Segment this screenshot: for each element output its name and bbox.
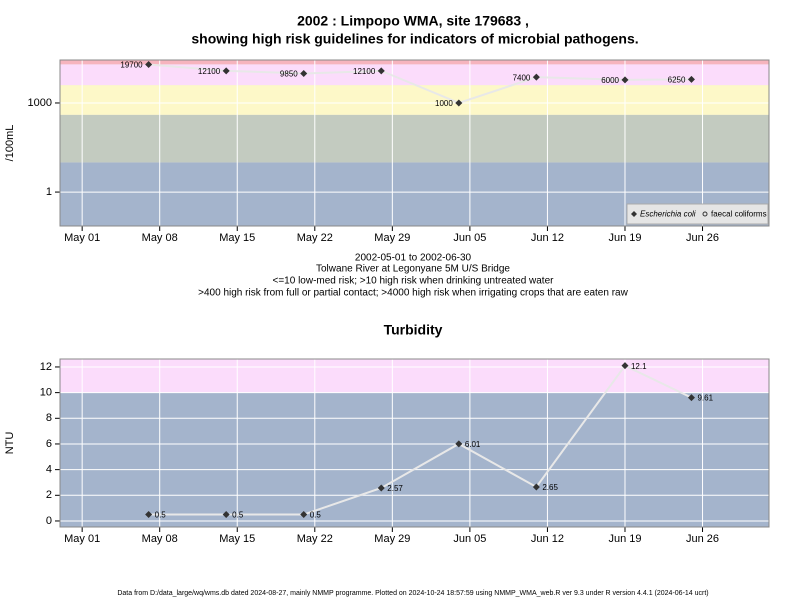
data-label: 19700: [120, 61, 143, 70]
y-tick-label: 1: [46, 186, 52, 198]
y-tick-label: 2: [46, 489, 52, 501]
risk-band: [60, 114, 769, 163]
data-label: 12100: [198, 67, 221, 76]
x-tick-label: May 22: [297, 232, 333, 244]
x-tick-label: May 29: [374, 232, 410, 244]
data-point: [687, 75, 695, 83]
x-tick-label: Jun 19: [608, 533, 641, 545]
y-axis-label: /100mL: [4, 125, 16, 162]
x-tick-label: May 15: [219, 232, 255, 244]
x-tick-label: May 22: [297, 533, 333, 545]
data-label: 0.5: [155, 511, 167, 520]
plot-frame: [59, 358, 770, 528]
y-tick-label: 10: [40, 387, 52, 399]
data-point: [300, 69, 308, 77]
x-tick-label: Jun 12: [531, 232, 564, 244]
data-label: 12.1: [631, 362, 647, 371]
legend-marker: [631, 211, 637, 217]
data-point: [455, 440, 463, 448]
chart-title: showing high risk guidelines for indicat…: [191, 31, 638, 47]
series-line: [148, 63, 692, 105]
x-tick-label: May 15: [219, 533, 255, 545]
data-label: 6.01: [465, 440, 481, 449]
series-line: [148, 364, 692, 516]
risk-band: [60, 85, 769, 115]
y-tick-label: 12: [40, 361, 52, 373]
x-tick-label: May 01: [64, 533, 100, 545]
data-label: 1000: [435, 99, 453, 108]
x-tick-label: Jun 05: [453, 232, 486, 244]
data-label: 2.65: [542, 483, 558, 492]
data-label: 2.57: [387, 484, 403, 493]
chart-title: 2002 : Limpopo WMA, site 179683 ,: [297, 13, 529, 29]
legend-label: Escherichia coli: [640, 210, 696, 219]
data-point: [222, 511, 230, 519]
y-axis-label: NTU: [4, 432, 16, 455]
risk-band: [60, 64, 769, 86]
data-point: [300, 511, 308, 519]
subtitle: Tolwane River at Legonyane 5M U/S Bridge: [316, 264, 510, 275]
data-point: [621, 76, 629, 84]
legend-label: faecal coliforms: [711, 210, 767, 219]
y-tick-label: 8: [46, 412, 52, 424]
x-tick-label: May 08: [142, 232, 178, 244]
subtitle: 2002-05-01 to 2002-06-30: [355, 253, 472, 264]
x-tick-label: May 01: [64, 232, 100, 244]
y-tick-label: 1000: [28, 97, 52, 109]
plot-frame: [59, 59, 770, 227]
data-label: 0.5: [232, 511, 244, 520]
data-point: [621, 362, 629, 370]
footer: Data from D:/data_large/wq/wms.db dated …: [117, 590, 708, 597]
y-tick-label: 6: [46, 438, 52, 450]
x-tick-label: Jun 26: [686, 232, 719, 244]
risk-band: [60, 60, 769, 65]
legend-marker: [702, 211, 708, 217]
x-tick-label: Jun 12: [531, 533, 564, 545]
data-point: [532, 483, 540, 491]
data-label: 12100: [353, 67, 376, 76]
x-tick-label: Jun 26: [686, 533, 719, 545]
y-tick-label: 4: [46, 464, 52, 476]
data-label: 9.61: [697, 394, 713, 403]
data-point: [377, 67, 385, 75]
data-point: [145, 61, 153, 69]
chart-title: Turbidity: [384, 322, 443, 338]
data-point: [532, 73, 540, 81]
data-label: 6250: [668, 75, 686, 84]
data-label: 7400: [513, 73, 531, 82]
data-label: 6000: [601, 76, 619, 85]
y-tick-label: 0: [46, 515, 52, 527]
data-label: 0.5: [310, 511, 322, 520]
data-point: [455, 99, 463, 107]
risk-band: [60, 392, 769, 527]
data-label: 9850: [280, 70, 298, 79]
legend-box: [626, 203, 769, 225]
data-point: [145, 511, 153, 519]
data-point: [377, 484, 385, 492]
x-tick-label: May 08: [142, 533, 178, 545]
x-tick-label: Jun 05: [453, 533, 486, 545]
data-point: [222, 67, 230, 75]
subtitle: <=10 low-med risk; >10 high risk when dr…: [273, 276, 555, 287]
data-point: [687, 394, 695, 402]
subtitle: >400 high risk from full or partial cont…: [198, 288, 628, 299]
x-tick-label: May 29: [374, 533, 410, 545]
risk-band: [60, 359, 769, 393]
x-tick-label: Jun 19: [608, 232, 641, 244]
